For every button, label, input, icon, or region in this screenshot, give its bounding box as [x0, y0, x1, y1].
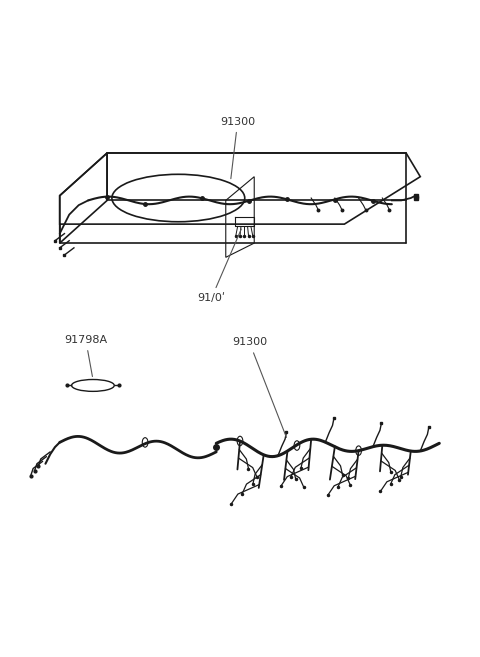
Text: 91300: 91300: [232, 338, 287, 438]
Text: 91798A: 91798A: [64, 335, 108, 376]
Text: 91300: 91300: [220, 117, 255, 179]
Text: 91/0ʹ: 91/0ʹ: [198, 229, 241, 303]
